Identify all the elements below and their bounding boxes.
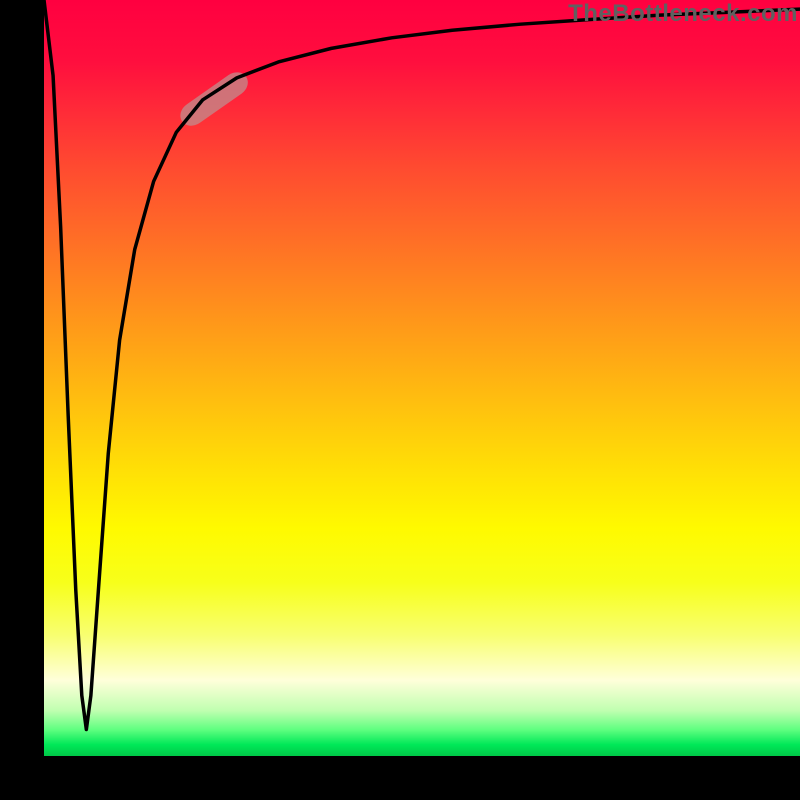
chart-container: TheBottleneck.com xyxy=(0,0,800,800)
performance-curve xyxy=(44,0,800,730)
curve-layer xyxy=(44,0,800,756)
plot-area xyxy=(44,0,800,756)
watermark-label: TheBottleneck.com xyxy=(568,0,798,28)
